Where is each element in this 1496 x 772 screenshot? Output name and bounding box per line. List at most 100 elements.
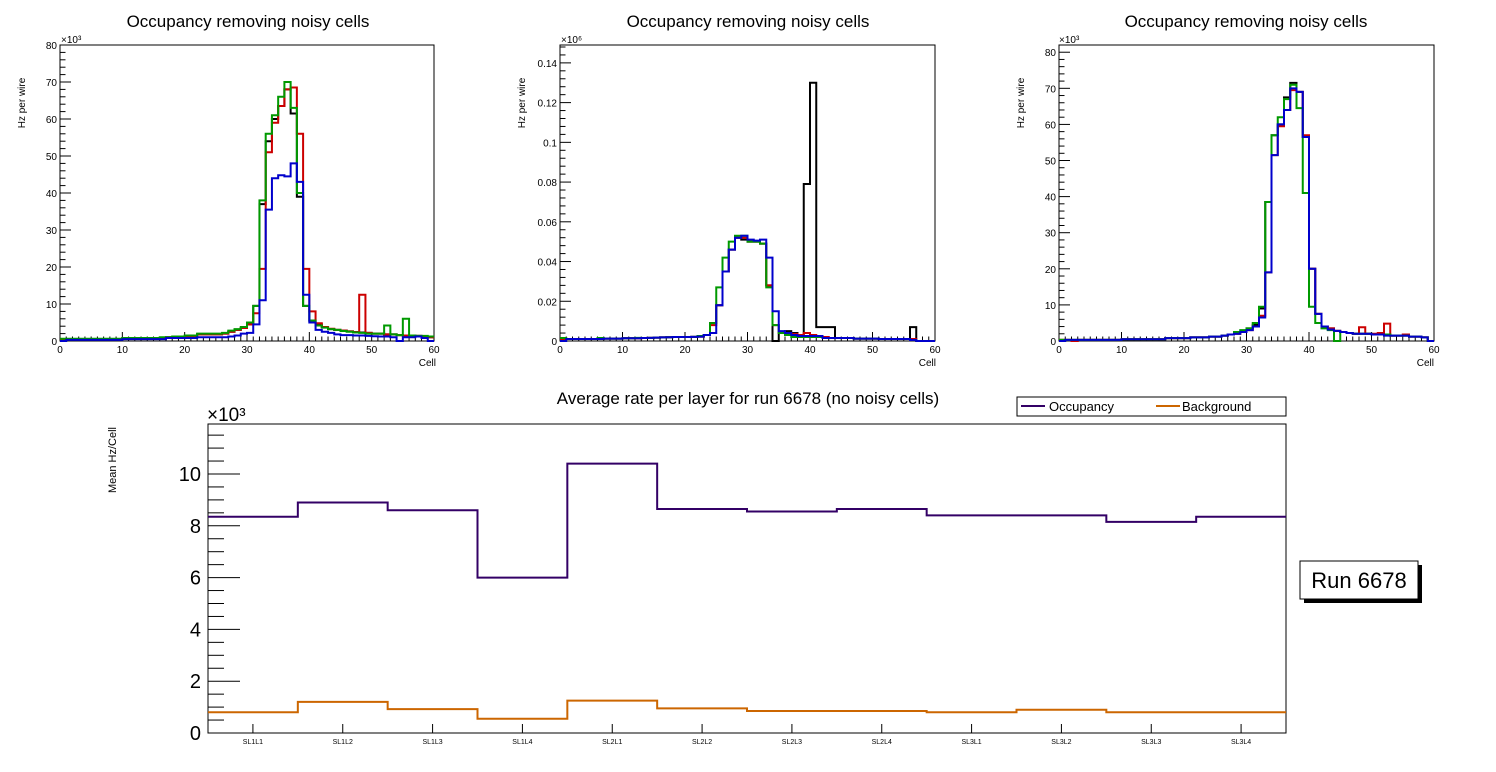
y-tick-label: 50	[46, 152, 58, 163]
plot-frame	[1058, 44, 1435, 342]
x-tick-label: 20	[1178, 345, 1190, 356]
x-tick-label: 40	[304, 345, 316, 356]
y-tick-label: 0	[51, 337, 57, 348]
x-tick-label: 60	[929, 345, 941, 356]
y-tick-label: 0.14	[538, 59, 558, 70]
layer-rate-panel: Average rate per layer for run 6678 (no …	[107, 389, 1287, 746]
histogram-panel-left: Occupancy removing noisy cells ×10³ Hz p…	[17, 12, 440, 369]
x-tick-label: 20	[679, 345, 691, 356]
series-black	[560, 81, 935, 342]
y-tick-label: 20	[1045, 265, 1057, 276]
y-tick-label: 80	[1045, 48, 1057, 59]
x-tick-label: SL1L4	[512, 739, 532, 746]
y-tick-label: 80	[46, 41, 58, 52]
legend-box	[1016, 396, 1287, 417]
x-tick-label: 60	[428, 345, 440, 356]
series-background	[208, 699, 1286, 720]
x-tick-label: SL3L1	[961, 739, 981, 746]
y-axis-label: Hz per wire	[517, 77, 528, 128]
panel-title: Occupancy removing noisy cells	[627, 12, 870, 31]
run-label-box: Run 6678	[1299, 560, 1422, 603]
legend-label-background: Background	[1182, 399, 1251, 414]
y-tick-label: 0	[190, 723, 201, 745]
x-tick-label: SL2L1	[602, 739, 622, 746]
y-multiplier-label: ×10³	[1059, 35, 1080, 46]
x-tick-label: 0	[557, 345, 563, 356]
y-tick-label: 50	[1045, 157, 1057, 168]
series-blue	[60, 162, 434, 342]
plot-frame	[559, 44, 936, 342]
x-tick-label: 40	[804, 345, 816, 356]
series-blue	[560, 234, 935, 342]
y-tick-label: 0.12	[538, 99, 558, 110]
y-tick-label: 0.06	[538, 218, 558, 229]
series-red	[560, 236, 935, 342]
x-tick-label: SL2L2	[692, 739, 712, 746]
x-tick-label: 50	[1366, 345, 1378, 356]
histogram-panel-middle: Occupancy removing noisy cells ×10⁶ Hz p…	[517, 12, 941, 369]
x-tick-label: 0	[57, 345, 63, 356]
panel-title: Occupancy removing noisy cells	[127, 12, 370, 31]
x-tick-label: SL3L2	[1051, 739, 1071, 746]
series-green	[1059, 83, 1434, 342]
run-label-frame	[1299, 560, 1419, 600]
x-tick-label: 20	[179, 345, 191, 356]
x-axis-label: Cell	[919, 358, 936, 369]
x-axis-label: Cell	[1417, 358, 1434, 369]
series-occupancy	[208, 462, 1286, 579]
y-multiplier-label: ×10³	[207, 405, 246, 426]
x-tick-label: 30	[1241, 345, 1253, 356]
x-tick-label: SL3L3	[1141, 739, 1161, 746]
series-red	[60, 86, 434, 341]
run-label: Run 6678	[1311, 568, 1406, 593]
x-tick-label: 40	[1303, 345, 1315, 356]
y-axis-label: Mean Hz/Cell	[107, 427, 119, 493]
y-tick-label: 60	[46, 115, 58, 126]
y-tick-label: 20	[46, 263, 58, 274]
y-multiplier-label: ×10³	[61, 35, 82, 46]
plot-frame	[59, 44, 435, 342]
x-tick-label: SL2L3	[782, 739, 802, 746]
y-tick-label: 40	[1045, 193, 1057, 204]
y-tick-label: 4	[190, 619, 201, 641]
histogram-panel-right: Occupancy removing noisy cells ×10³ Hz p…	[1016, 12, 1440, 369]
legend: Occupancy Background	[1016, 396, 1287, 417]
y-tick-label: 0	[1050, 337, 1056, 348]
plot-frame	[207, 423, 1287, 734]
panel-title: Occupancy removing noisy cells	[1125, 12, 1368, 31]
y-tick-label: 10	[1045, 301, 1057, 312]
x-tick-label: 10	[117, 345, 129, 356]
x-tick-label: 30	[742, 345, 754, 356]
series-red	[1059, 89, 1434, 342]
x-tick-label: SL2L4	[872, 739, 892, 746]
y-tick-label: 0.1	[543, 138, 557, 149]
legend-label-occupancy: Occupancy	[1049, 399, 1115, 414]
y-multiplier-label: ×10⁶	[561, 35, 582, 46]
y-tick-label: 0.04	[538, 258, 558, 269]
x-axis-label: Cell	[419, 358, 436, 369]
x-tick-label: 50	[867, 345, 879, 356]
series-black	[60, 88, 434, 341]
y-tick-label: 70	[46, 78, 58, 89]
y-tick-label: 0.08	[538, 178, 558, 189]
y-tick-label: 2	[190, 671, 201, 693]
y-tick-label: 6	[190, 568, 201, 590]
y-tick-label: 10	[179, 464, 201, 486]
y-axis-label: Hz per wire	[1016, 77, 1027, 128]
x-tick-label: 10	[617, 345, 629, 356]
x-tick-label: 60	[1428, 345, 1440, 356]
y-tick-label: 70	[1045, 84, 1057, 95]
y-axis-label: Hz per wire	[17, 77, 28, 128]
y-tick-label: 10	[46, 300, 58, 311]
series-blue	[1059, 87, 1434, 342]
series-green	[560, 234, 935, 342]
x-tick-label: 30	[241, 345, 253, 356]
x-tick-label: SL1L1	[243, 739, 263, 746]
y-tick-label: 0	[551, 337, 557, 348]
y-tick-label: 40	[46, 189, 58, 200]
x-tick-label: SL1L2	[333, 739, 353, 746]
y-tick-label: 8	[190, 516, 201, 538]
x-tick-label: 0	[1056, 345, 1062, 356]
y-tick-label: 60	[1045, 120, 1057, 131]
